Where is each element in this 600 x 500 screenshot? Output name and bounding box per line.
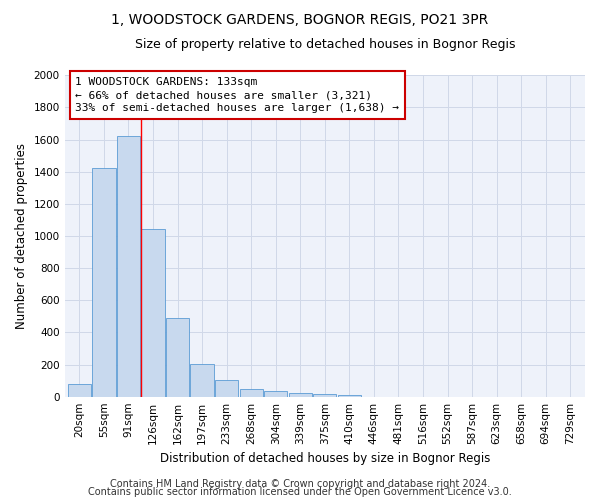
Bar — [92, 168, 116, 396]
Text: 1, WOODSTOCK GARDENS, BOGNOR REGIS, PO21 3PR: 1, WOODSTOCK GARDENS, BOGNOR REGIS, PO21… — [112, 12, 488, 26]
Text: Contains public sector information licensed under the Open Government Licence v3: Contains public sector information licen… — [88, 487, 512, 497]
Bar — [313, 394, 337, 396]
Bar — [239, 389, 263, 396]
Bar — [338, 394, 361, 396]
Bar — [289, 393, 312, 396]
X-axis label: Distribution of detached houses by size in Bognor Regis: Distribution of detached houses by size … — [160, 452, 490, 465]
Title: Size of property relative to detached houses in Bognor Regis: Size of property relative to detached ho… — [134, 38, 515, 51]
Bar — [190, 364, 214, 396]
Bar — [166, 318, 189, 396]
Bar — [215, 380, 238, 396]
Text: Contains HM Land Registry data © Crown copyright and database right 2024.: Contains HM Land Registry data © Crown c… — [110, 479, 490, 489]
Bar — [264, 391, 287, 396]
Bar — [68, 384, 91, 396]
Bar — [117, 136, 140, 396]
Bar — [142, 228, 164, 396]
Y-axis label: Number of detached properties: Number of detached properties — [15, 143, 28, 329]
Text: 1 WOODSTOCK GARDENS: 133sqm
← 66% of detached houses are smaller (3,321)
33% of : 1 WOODSTOCK GARDENS: 133sqm ← 66% of det… — [75, 77, 399, 114]
